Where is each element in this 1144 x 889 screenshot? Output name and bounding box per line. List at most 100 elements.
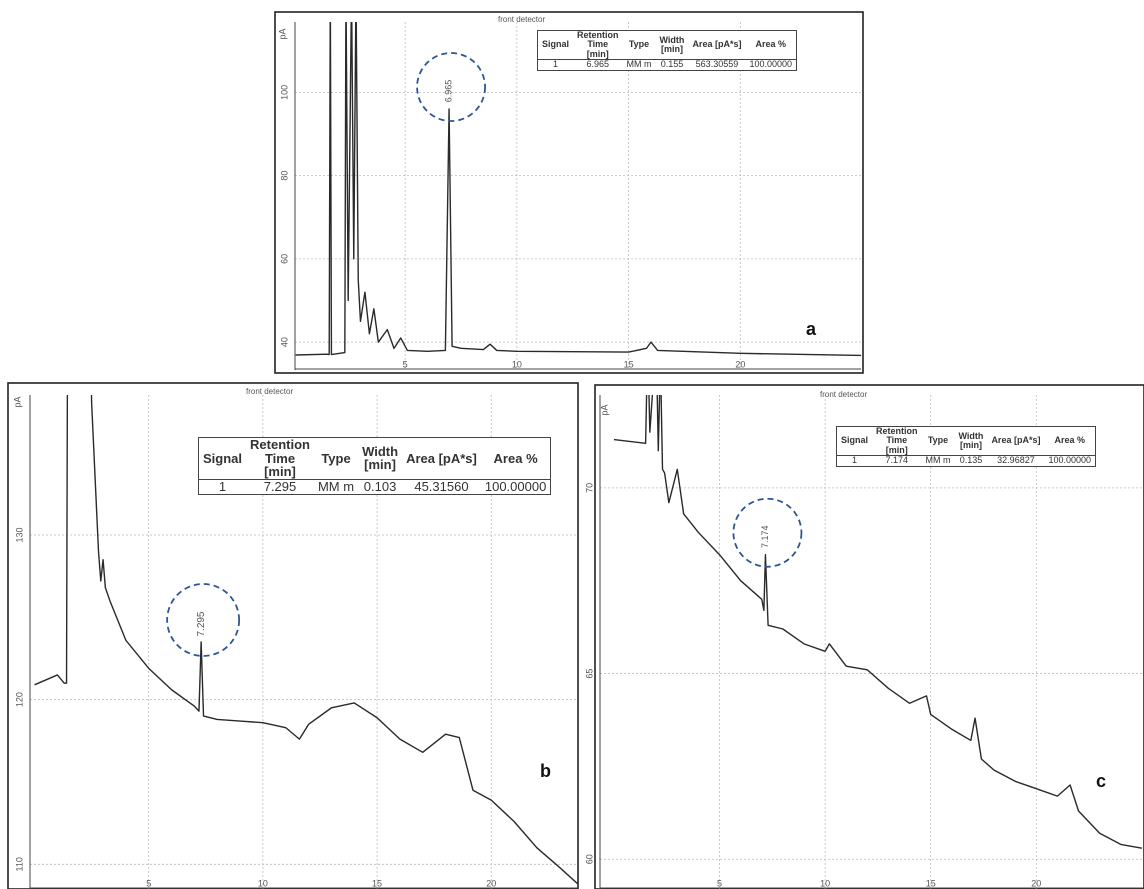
cell: 0.155 (660, 59, 684, 70)
cell: 1 (852, 455, 858, 466)
cell: MM m (925, 455, 951, 466)
header-row: Signal Retention Time [min] Type Width [min] Ar… (198, 437, 551, 480)
cell: 7.295 (263, 478, 297, 494)
cell: 1 (218, 478, 227, 494)
header-text: Width (362, 443, 399, 459)
data-row: 1 7.295 MM m 0.103 45.31560 100.00000 (199, 479, 551, 494)
y-tick-label: 65 (584, 669, 594, 679)
results-table: Signal Retention Time [min] Type Width [min] Ar… (836, 426, 1096, 467)
header-text: Area [pA*s] (991, 435, 1041, 446)
header-text: Area % (1054, 435, 1085, 446)
cell: 100.00000 (484, 478, 547, 494)
header-cell: Retention Time [min] (246, 437, 314, 480)
header-text: Signal (203, 450, 243, 466)
header-text: [min] (586, 48, 609, 59)
header-cell: Signal (836, 426, 873, 457)
header-text: Signal (841, 435, 869, 446)
header-text: Type (321, 450, 351, 466)
header-text: [min] (959, 440, 982, 451)
cell: 100.00000 (1048, 455, 1091, 466)
panel: 5 10 15 20 40 60 80 100 pA front detector 6.965 a (274, 11, 864, 374)
header-text: Area [pA*s] (692, 39, 742, 50)
data-row: 1 7.174 MM m 0.135 32.96827 100.00000 (837, 455, 1096, 466)
y-tick-label: 110 (14, 857, 24, 871)
detector-label: front detector (498, 15, 545, 24)
header-cell: Area % (480, 437, 551, 480)
cell: 32.96827 (997, 455, 1035, 466)
panel: 5 10 15 20 60 65 70 pA front detector 7.174 c (584, 384, 1144, 889)
x-tick-label: 10 (820, 878, 830, 888)
header-text: [min] (660, 44, 683, 55)
panel: 5 10 15 20 110 120 130 pA front detector 7.295 b (7, 382, 579, 889)
peak-highlight (732, 497, 803, 568)
header-cell: Type (921, 426, 955, 457)
y-tick-label: 100 (279, 85, 289, 100)
header-text: Area [pA*s] (406, 450, 477, 466)
header-text: Type (927, 435, 949, 446)
cell: 7.174 (885, 455, 909, 466)
y-axis-label: pA (277, 28, 287, 39)
cell: MM m (317, 478, 355, 494)
x-tick-label: 20 (735, 359, 745, 369)
header-cell: Type (313, 437, 359, 480)
detector-label: front detector (246, 387, 293, 396)
x-tick-label: 15 (372, 878, 382, 888)
x-tick-label: 20 (1031, 878, 1041, 888)
header-row: Signal Retention Time [min] Type Width [min] Ar… (537, 30, 797, 61)
x-tick-label: 10 (512, 359, 522, 369)
header-text: Width (958, 430, 984, 441)
panel-label: c (1096, 771, 1106, 791)
y-axis-label: pA (599, 404, 609, 415)
panel-label: b (540, 761, 551, 781)
cell: 1 (553, 59, 559, 70)
y-tick-label: 120 (14, 692, 24, 707)
header-cell: Area [pA*s] (402, 437, 481, 480)
header-text: Type (628, 39, 650, 50)
y-tick-label: 80 (279, 171, 289, 181)
cell: 0.135 (959, 455, 983, 466)
header-cell: Area [pA*s] (688, 30, 746, 61)
x-tick-label: 10 (258, 878, 268, 888)
header-cell: Width [min] (655, 30, 689, 61)
panel-frame (594, 384, 1144, 889)
detector-label: front detector (820, 390, 867, 399)
x-tick-label: 20 (486, 878, 496, 888)
header-cell: Width [min] (954, 426, 988, 457)
trace (34, 395, 578, 885)
header-cell: Area % (745, 30, 797, 61)
trace (295, 22, 861, 357)
header-text: Area % (755, 39, 786, 50)
x-tick-label: 5 (403, 359, 408, 369)
peak-label: 6.965 (443, 80, 453, 103)
cell: MM m (626, 59, 652, 70)
header-cell: Type (622, 30, 656, 61)
header-text: [min] (264, 464, 296, 480)
header-text: [min] (885, 444, 908, 455)
y-tick-label: 40 (279, 337, 289, 347)
x-tick-label: 5 (717, 878, 722, 888)
header-text: Retention (577, 30, 619, 40)
header-text: Time (587, 39, 609, 50)
header-text: Retention (876, 426, 918, 436)
results-table: Signal Retention Time [min] Type Width [min] Ar… (198, 437, 552, 495)
panel-label: a (806, 319, 817, 339)
y-axis-label: pA (12, 396, 22, 407)
peak-label: 7.295 (196, 611, 207, 636)
header-cell: Retention Time [min] (872, 426, 922, 457)
cell: 6.965 (586, 59, 610, 70)
y-tick-label: 70 (584, 483, 594, 493)
cell: 45.31560 (414, 478, 469, 494)
peak-highlight (166, 583, 241, 657)
y-tick-label: 130 (14, 527, 24, 542)
header-text: Time (886, 435, 908, 446)
header-cell: Width [min] (358, 437, 403, 480)
header-cell: Signal (198, 437, 247, 480)
data-row: 1 6.965 MM m 0.155 563.30559 100.00000 (538, 59, 797, 70)
peak-label: 7.174 (760, 525, 770, 548)
cell: 563.30559 (695, 59, 739, 70)
header-text: Retention (250, 437, 310, 452)
header-text: Width (659, 34, 685, 45)
trace (613, 395, 1143, 849)
header-text: Signal (542, 39, 570, 50)
